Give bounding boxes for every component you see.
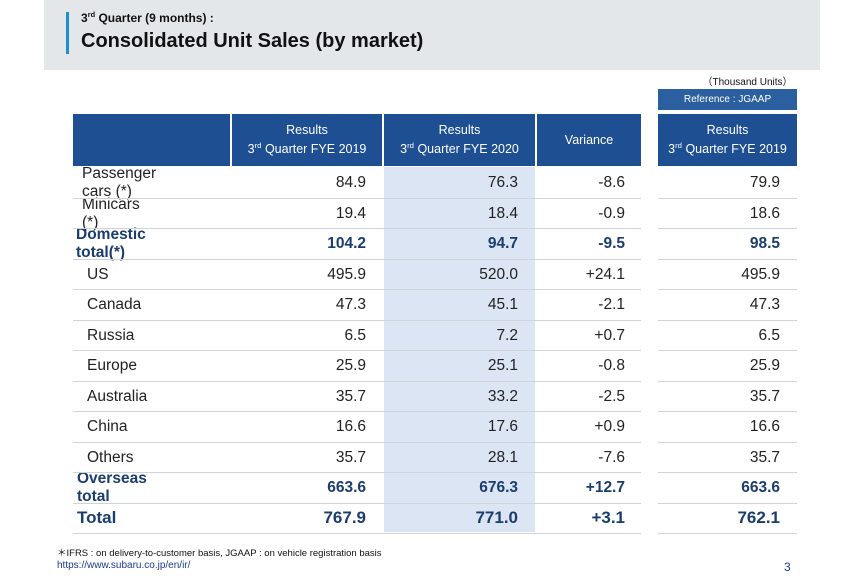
cell-fye2020: 33.2: [487, 387, 518, 405]
cell-fye2020: 18.4: [487, 204, 518, 222]
cell-jgaap: 25.9: [749, 357, 780, 374]
row-divider: [73, 350, 641, 351]
row-label: Australia: [87, 387, 148, 405]
cell-jgaap: 663.6: [741, 479, 780, 496]
cell-jgaap: 16.6: [749, 418, 780, 435]
cell-jgaap: 18.6: [749, 204, 780, 222]
page-title: Consolidated Unit Sales (by market): [81, 30, 424, 52]
cell-variance: -9.5: [598, 235, 625, 252]
row-divider: [73, 411, 641, 412]
row-divider: [73, 228, 641, 229]
cell-jgaap: 47.3: [749, 296, 780, 313]
row-divider: [73, 472, 641, 473]
cell-fye2020: 94.7: [487, 235, 518, 252]
cell-fye2019: 767.9: [323, 508, 366, 527]
row-divider: [658, 533, 797, 534]
row-divider: [658, 320, 797, 321]
row-label: Canada: [87, 296, 142, 313]
row-divider: [73, 381, 641, 382]
row-divider: [658, 381, 797, 382]
row-label: Europe: [87, 357, 137, 374]
cell-variance: +12.7: [585, 479, 625, 496]
cell-fye2019: 495.9: [327, 265, 366, 283]
row-label: US: [87, 265, 109, 283]
cell-fye2020: 7.2: [496, 326, 518, 344]
cell-variance: -8.6: [598, 174, 625, 191]
row-divider: [658, 442, 797, 443]
cell-variance: -0.9: [598, 204, 625, 222]
units-note: （Thousand Units）: [702, 77, 793, 88]
row-label: Total: [77, 508, 117, 527]
ir-url-link[interactable]: https://www.subaru.co.jp/en/ir/: [57, 560, 191, 571]
row-divider: [73, 533, 641, 534]
fye2020-column-shade: [384, 167, 535, 532]
cell-fye2019: 35.7: [335, 448, 366, 466]
row-divider: [73, 198, 641, 199]
cell-jgaap: 35.7: [749, 448, 780, 466]
cell-fye2019: 663.6: [327, 479, 366, 496]
cell-fye2019: 19.4: [335, 204, 366, 222]
header-results-fye2019: Results 3rd Quarter FYE 2019: [232, 114, 382, 166]
cell-variance: -0.8: [598, 357, 625, 374]
accent-bar: [66, 12, 69, 54]
header-band: 3rd Quarter (9 months) : Consolidated Un…: [44, 0, 820, 70]
row-divider: [658, 228, 797, 229]
cell-jgaap: 35.7: [749, 387, 780, 405]
row-divider: [658, 503, 797, 504]
header-blank-cell: [73, 114, 230, 166]
header-results-fye2020: Results 3rd Quarter FYE 2020: [384, 114, 535, 166]
row-divider: [658, 411, 797, 412]
cell-fye2020: 25.1: [487, 357, 518, 374]
row-divider: [73, 320, 641, 321]
cell-fye2020: 771.0: [475, 508, 518, 527]
cell-fye2020: 676.3: [479, 479, 518, 496]
cell-variance: +3.1: [591, 508, 625, 527]
row-divider: [73, 259, 641, 260]
cell-fye2019: 35.7: [335, 387, 366, 405]
row-divider: [658, 472, 797, 473]
row-label: Passenger cars (*): [82, 165, 157, 200]
cell-fye2019: 84.9: [335, 174, 366, 191]
row-divider: [73, 503, 641, 504]
cell-fye2019: 6.5: [344, 326, 366, 344]
cell-fye2020: 28.1: [487, 448, 518, 466]
row-divider: [73, 442, 641, 443]
row-divider: [658, 289, 797, 290]
cell-variance: -2.5: [598, 387, 625, 405]
cell-fye2020: 76.3: [487, 174, 518, 191]
row-label: Minicars (*): [82, 195, 140, 231]
reference-label: Reference : JGAAP: [658, 89, 797, 110]
cell-variance: +0.7: [594, 326, 625, 344]
page-subtitle: 3rd Quarter (9 months) :: [81, 10, 214, 25]
row-label: Overseas total: [77, 470, 147, 505]
header-variance: Variance: [537, 114, 641, 166]
cell-fye2019: 16.6: [335, 418, 366, 435]
cell-jgaap: 79.9: [749, 174, 780, 191]
cell-variance: -2.1: [598, 296, 625, 313]
cell-jgaap: 495.9: [741, 265, 780, 283]
cell-jgaap: 98.5: [749, 235, 780, 252]
cell-fye2020: 520.0: [479, 265, 518, 283]
cell-jgaap: 6.5: [758, 326, 780, 344]
row-label: China: [87, 418, 128, 435]
cell-fye2019: 47.3: [335, 296, 366, 313]
cell-fye2019: 25.9: [335, 357, 366, 374]
cell-variance: +24.1: [585, 265, 625, 283]
row-divider: [658, 350, 797, 351]
cell-jgaap: 762.1: [737, 508, 780, 527]
row-divider: [658, 259, 797, 260]
page-number: 3: [784, 560, 791, 574]
row-label: Domestic total(*): [76, 226, 146, 261]
cell-variance: +0.9: [594, 418, 625, 435]
row-divider: [658, 198, 797, 199]
cell-fye2020: 17.6: [487, 418, 518, 435]
row-label: Others: [87, 448, 134, 466]
footnote: ＊IFRS : on delivery-to-customer basis, J…: [57, 548, 382, 559]
cell-fye2020: 45.1: [487, 296, 518, 313]
header-jgaap-fye2019: Results 3rd Quarter FYE 2019: [658, 114, 797, 166]
cell-variance: -7.6: [598, 448, 625, 466]
row-label: Russia: [87, 326, 135, 344]
row-divider: [73, 289, 641, 290]
cell-fye2019: 104.2: [327, 235, 366, 252]
